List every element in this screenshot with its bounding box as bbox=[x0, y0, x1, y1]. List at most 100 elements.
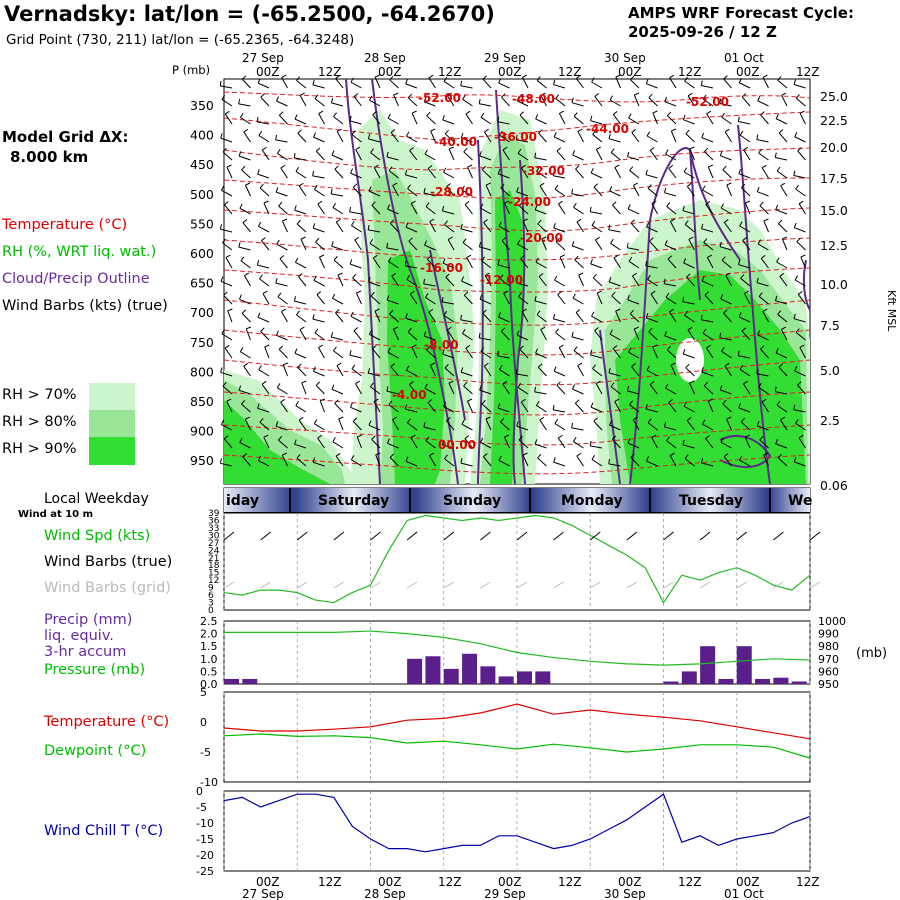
wind-barb-feather bbox=[239, 347, 244, 352]
wind-barb-feather bbox=[534, 295, 537, 302]
wind-barb bbox=[238, 155, 251, 161]
wind-barb bbox=[498, 459, 510, 467]
wind-barb-feather bbox=[357, 434, 363, 438]
wind-barb bbox=[609, 99, 621, 107]
wind-barb bbox=[705, 204, 714, 215]
wind-barb-feather bbox=[776, 400, 781, 406]
wind-barb-feather bbox=[594, 93, 600, 97]
wind-barb bbox=[797, 384, 806, 395]
wind-barb-feather bbox=[481, 165, 486, 171]
wind-barb bbox=[704, 294, 714, 305]
wind-barb bbox=[259, 187, 270, 197]
wind-barb-feather bbox=[652, 110, 658, 114]
wind-barb-feather bbox=[388, 166, 393, 171]
pressure-line bbox=[224, 630, 811, 666]
wind-barb-feather bbox=[426, 111, 431, 117]
wind-barb bbox=[689, 148, 695, 161]
wind-barb-feather bbox=[577, 362, 583, 366]
wind-barb bbox=[684, 80, 695, 89]
wind-barb bbox=[386, 390, 399, 395]
wind-barb bbox=[446, 420, 455, 431]
wind-barb bbox=[665, 387, 677, 395]
wind-barb bbox=[610, 242, 621, 251]
wind-barb-feather bbox=[720, 294, 724, 300]
wind-barb bbox=[387, 117, 399, 125]
wind-barb bbox=[649, 150, 658, 161]
wind-barb bbox=[723, 222, 732, 233]
wind-barb-feather bbox=[335, 452, 341, 457]
wind-barb-feather bbox=[479, 385, 482, 391]
wind-barb bbox=[590, 354, 603, 359]
wind-barb-feather bbox=[740, 417, 745, 423]
wind-barb-feather bbox=[650, 290, 656, 295]
surface-wind-barb bbox=[736, 531, 748, 541]
weekday-bar: iday Saturday Sunday Monday Tuesday We bbox=[223, 487, 812, 513]
wind-barb-feather bbox=[423, 278, 426, 285]
wind-barb-feather bbox=[411, 110, 417, 114]
wind-barb bbox=[592, 277, 603, 287]
wind-barb-feather bbox=[407, 184, 412, 189]
grid-wind-barb bbox=[223, 581, 235, 589]
wind-barb bbox=[466, 257, 473, 269]
wind-barb bbox=[276, 243, 288, 251]
wind-barb bbox=[738, 407, 751, 413]
wind-barb-feather bbox=[578, 272, 584, 276]
wind-barb-feather bbox=[314, 328, 319, 334]
wind-barb-feather bbox=[260, 327, 265, 332]
wind-barb bbox=[389, 222, 399, 233]
wind-barb bbox=[517, 152, 529, 161]
wind-barb bbox=[557, 437, 566, 449]
wind-barb-feather bbox=[761, 164, 767, 169]
wind-barb-feather bbox=[721, 256, 726, 261]
wind-barb-feather bbox=[375, 452, 381, 456]
wind-barb-feather bbox=[297, 363, 302, 368]
wind-barb bbox=[296, 314, 307, 323]
wind-barb bbox=[664, 426, 677, 431]
wind-barb bbox=[775, 157, 788, 161]
wind-barb bbox=[262, 293, 270, 305]
wind-barb-feather bbox=[651, 200, 657, 204]
wind-barb-feather bbox=[263, 200, 269, 204]
wind-barb bbox=[759, 205, 769, 215]
wind-barb bbox=[611, 438, 621, 449]
wind-barb bbox=[238, 246, 251, 251]
wind-barb-feather bbox=[499, 130, 503, 136]
wind-barb-feather bbox=[222, 238, 226, 244]
wind-barb-feather bbox=[428, 308, 434, 313]
wind-barb bbox=[405, 226, 418, 233]
wind-barb bbox=[796, 241, 806, 251]
wind-barb bbox=[315, 385, 325, 395]
page-title: Vernadsky: lat/lon = (-65.2500, -64.2670… bbox=[4, 2, 495, 26]
wind-barb bbox=[497, 407, 510, 413]
wind-barb bbox=[685, 133, 695, 143]
wind-barb-feather bbox=[241, 309, 247, 314]
wind-barb bbox=[702, 332, 714, 341]
wind-barb-feather bbox=[611, 291, 616, 297]
wind-barb-feather bbox=[776, 166, 781, 172]
wind-barb bbox=[553, 370, 566, 377]
wind-barb-feather bbox=[387, 204, 391, 210]
wind-barb-feather bbox=[700, 80, 703, 86]
wind-barb bbox=[572, 297, 584, 305]
wind-barb-feather bbox=[243, 128, 249, 133]
wind-barb-feather bbox=[762, 74, 768, 78]
wind-barb-feather bbox=[536, 310, 541, 315]
wind-barb bbox=[739, 225, 751, 233]
wind-barb-feather bbox=[702, 185, 706, 191]
wind-barb bbox=[630, 222, 640, 233]
wind-barb-feather bbox=[465, 344, 471, 349]
wind-barb bbox=[649, 384, 658, 395]
wind-barb-feather bbox=[574, 255, 579, 261]
wind-barb bbox=[797, 150, 806, 161]
wind-barb-feather bbox=[706, 344, 711, 349]
wind-barb bbox=[300, 238, 307, 251]
wind-barb bbox=[335, 78, 344, 89]
wind-barb-feather bbox=[700, 223, 704, 229]
wind-barb bbox=[482, 312, 492, 323]
wind-barb bbox=[275, 425, 288, 431]
wind-barb-feather bbox=[296, 454, 301, 459]
wind-barb bbox=[480, 116, 492, 125]
wind-barb bbox=[313, 279, 325, 287]
wind-barb-feather bbox=[628, 113, 632, 119]
wind-barb bbox=[241, 403, 251, 413]
